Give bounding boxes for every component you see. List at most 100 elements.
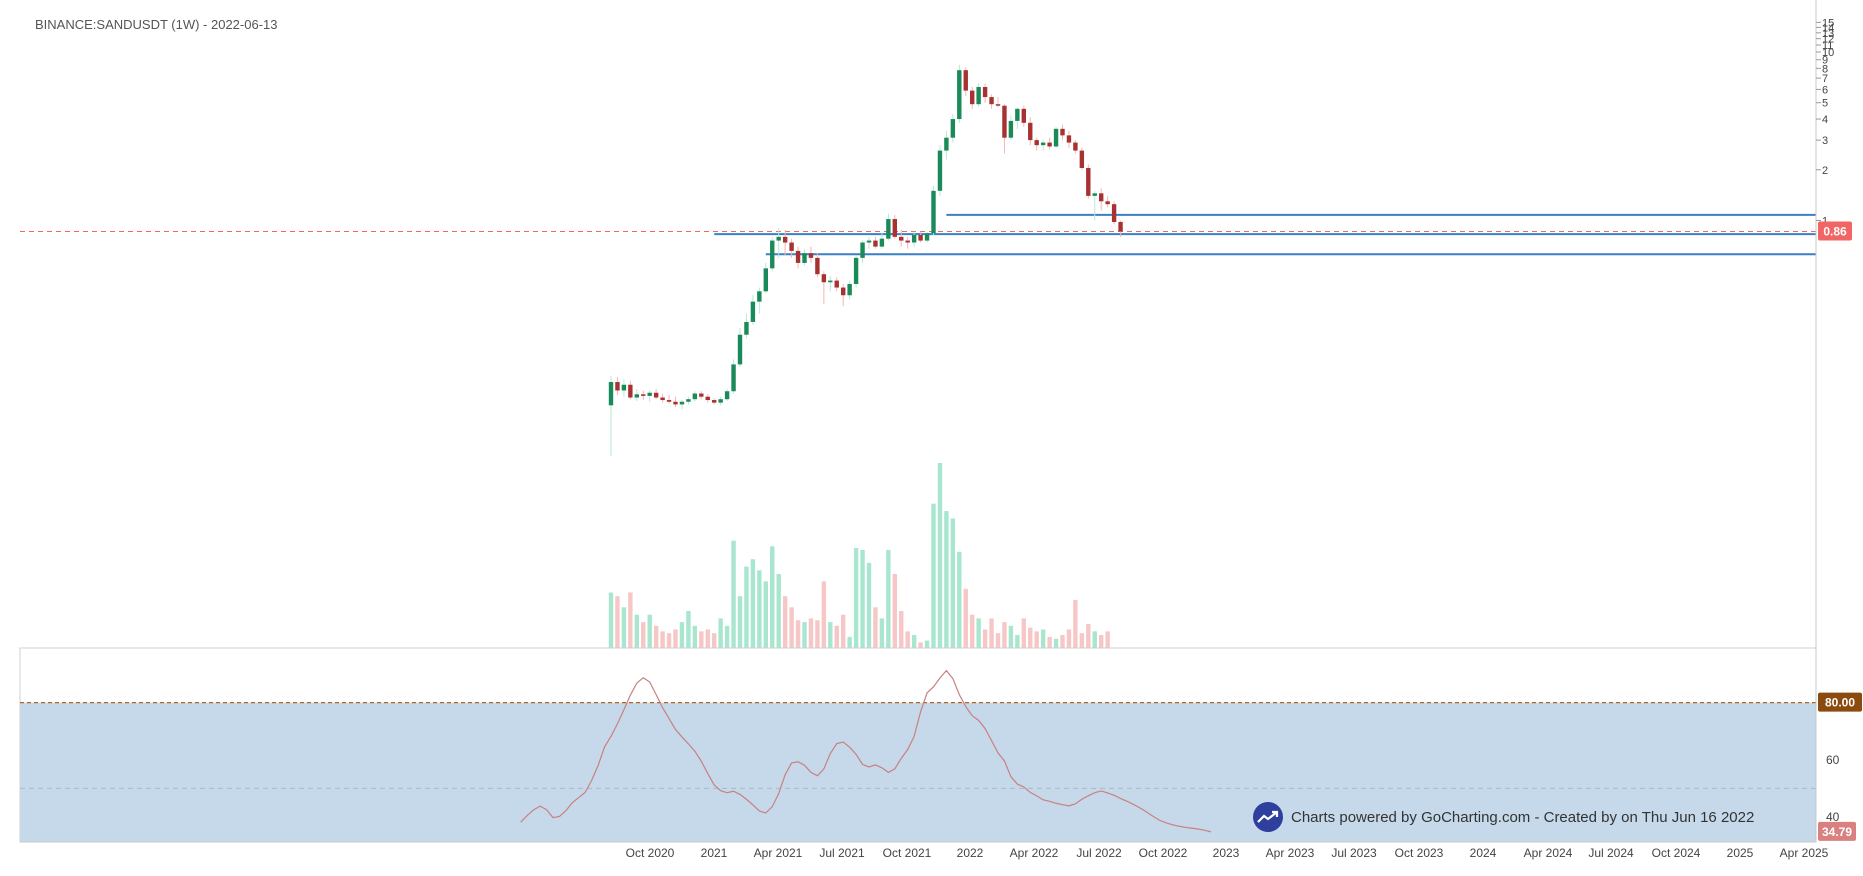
price-tick-label: 6 [1822, 84, 1828, 96]
candle-body [737, 334, 743, 365]
volume-bar [1092, 631, 1097, 648]
candle-body [1105, 201, 1110, 205]
price-tick-label: 13 [1822, 28, 1834, 40]
volume-bar [982, 629, 988, 648]
candle-body [647, 392, 652, 396]
candle-body [918, 235, 923, 241]
candle-body [634, 394, 639, 398]
rsi-last-badge [1818, 821, 1856, 841]
candle-body [1034, 140, 1039, 146]
volume-bar [815, 620, 820, 648]
candle-body [976, 86, 981, 105]
price-tick-label: 3 [1822, 135, 1828, 147]
volume-bar [802, 622, 807, 648]
candle-body [641, 394, 646, 396]
candle-body [931, 190, 936, 234]
candle-body [944, 137, 949, 151]
candle-body [1066, 135, 1072, 143]
volume-bar [1008, 625, 1014, 648]
volume-bar [1053, 638, 1059, 648]
candle-body [763, 268, 768, 292]
candle-body [1015, 108, 1020, 121]
candle-body [924, 233, 930, 241]
candle-body [860, 242, 865, 258]
volume-bar [918, 642, 923, 648]
candle-body [970, 90, 975, 105]
time-tick-label: Oct 2023 [1395, 846, 1444, 860]
gocharting-logo-icon [1253, 802, 1283, 832]
volume-bar [821, 581, 827, 648]
time-tick-label: Jul 2024 [1588, 846, 1634, 860]
price-tick-label: 1 [1822, 216, 1828, 228]
time-tick-label: 2022 [957, 846, 984, 860]
volume-bar [1066, 629, 1072, 648]
time-axis[interactable]: Oct 2020 2021 Apr 2021 Jul 2021 Oct 2021 2022… [20, 841, 1829, 860]
candle-body [744, 321, 749, 335]
time-tick-label: Jul 2023 [1331, 846, 1377, 860]
candle-body [1002, 105, 1007, 138]
volume-bar [866, 562, 872, 648]
candle-body [841, 287, 846, 296]
volume-bar [899, 611, 904, 648]
candle-body [1040, 142, 1046, 146]
volume-bar [937, 463, 943, 648]
rsi-overbought-badge [1818, 692, 1862, 712]
price-tick-label: 14 [1822, 22, 1834, 34]
volume-bar [924, 640, 930, 648]
price-tick-label: 7 [1822, 73, 1828, 85]
candle-body [892, 219, 897, 237]
volume-bar [718, 618, 723, 648]
candle-body [724, 391, 730, 400]
candle-body [1021, 108, 1026, 123]
gocharting-credit[interactable]: Charts powered by GoCharting.com - Creat… [1253, 802, 1754, 832]
price-pane[interactable] [20, 64, 1816, 649]
price-tick-label: 12 [1822, 34, 1834, 46]
candle-body [899, 236, 904, 241]
candle-body [1073, 142, 1078, 151]
volume-bar [615, 596, 620, 648]
last-price-label: 0.86 [1823, 225, 1847, 239]
candle-body [789, 242, 794, 251]
candle-body [989, 97, 994, 105]
time-tick-label: Jul 2021 [819, 846, 865, 860]
volume-bar [666, 633, 672, 648]
volume-bar [712, 633, 717, 648]
rsi-band [20, 702, 1816, 842]
volume-bar [931, 503, 936, 648]
candle-body [615, 382, 620, 391]
candle-body [937, 150, 943, 191]
volume-bar [673, 629, 678, 648]
volume-bar [1060, 635, 1065, 648]
price-tick-label: 5 [1822, 98, 1828, 110]
volume-bar [963, 588, 968, 648]
volume-bar [647, 614, 652, 648]
volume-bar [770, 546, 775, 648]
time-tick-label: Oct 2021 [883, 846, 932, 860]
candle-body [673, 401, 678, 405]
time-tick-label: Oct 2020 [626, 846, 675, 860]
volume-bar [1099, 635, 1104, 648]
volume-bar [705, 629, 710, 648]
rsi-tick-label: 60 [1826, 753, 1840, 767]
volume-bar [660, 631, 665, 648]
volume-bar [641, 622, 646, 648]
volume-bar [995, 633, 1001, 648]
candle-body [821, 274, 827, 283]
volume-bar [886, 549, 891, 648]
candle-body [950, 119, 956, 138]
rsi-tick-label: 40 [1826, 810, 1840, 824]
volume-bar [892, 574, 897, 648]
candle-body [802, 253, 807, 263]
time-tick-label: Apr 2025 [1780, 846, 1829, 860]
candle-body [731, 364, 736, 392]
volume-bar [795, 620, 801, 648]
rsi-pane[interactable]: 40 60 80.00 34.79 [19, 647, 1862, 843]
volume-bar [1015, 635, 1020, 648]
candle-body [782, 236, 788, 243]
candle-body [828, 280, 833, 283]
candle-body [815, 257, 820, 275]
candle-body [776, 236, 781, 241]
volume-bar [679, 622, 685, 648]
